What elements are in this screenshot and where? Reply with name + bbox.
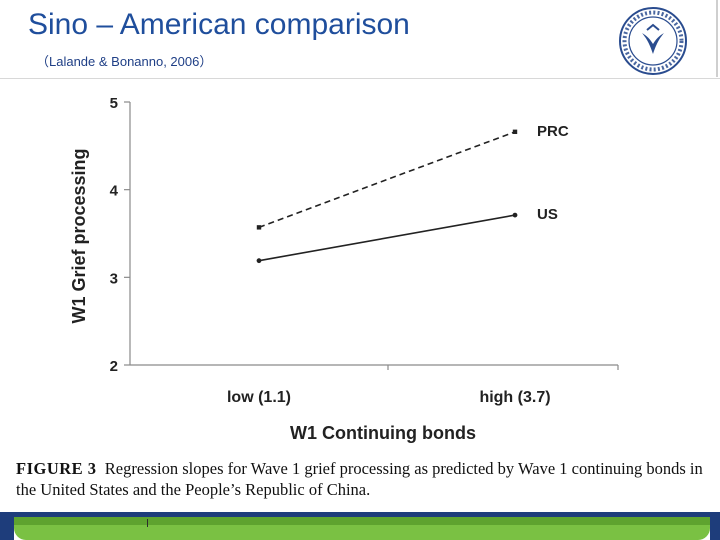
y-tick-label: 2 (110, 358, 118, 375)
figure-caption: FIGURE 3 Regression slopes for Wave 1 gr… (16, 458, 706, 500)
footer-bar-shade (14, 517, 710, 525)
footer-bar (14, 517, 710, 540)
x-tick-label: high (3.7) (479, 389, 550, 406)
y-tick-label: 3 (110, 270, 118, 287)
data-point-us (512, 212, 518, 218)
slide-header: Sino – American comparison （Lalande & Bo… (0, 0, 720, 79)
header-border (0, 0, 718, 77)
data-point-prc (512, 129, 518, 135)
figure-caption-text: Regression slopes for Wave 1 grief proce… (16, 459, 703, 499)
footer-strip (0, 512, 720, 517)
series-label-prc: PRC (537, 123, 569, 140)
y-tick-label: 5 (110, 95, 118, 112)
footer-edge-left (0, 515, 14, 540)
series-line-us (258, 214, 516, 262)
footer-edge-right (710, 515, 720, 540)
x-axis-label: W1 Continuing bonds (290, 423, 476, 443)
x-tick-label: low (1.1) (227, 389, 291, 406)
series-line-prc (258, 131, 516, 229)
figure-caption-label: FIGURE 3 (16, 459, 97, 478)
chart-container: W1 Grief processing W1 Continuing bonds … (0, 78, 720, 458)
university-seal-logo (619, 7, 687, 75)
data-point-prc (256, 225, 262, 230)
slide-subtitle: （Lalande & Bonanno, 2006） (36, 54, 213, 69)
data-point-us (256, 258, 262, 264)
y-tick-label: 4 (110, 183, 119, 200)
series-label-us: US (537, 206, 558, 223)
slide-title: Sino – American comparison (28, 8, 410, 41)
footer-tick (147, 519, 148, 527)
line-chart: W1 Grief processing W1 Continuing bonds … (69, 95, 619, 443)
y-axis-label: W1 Grief processing (69, 148, 89, 323)
